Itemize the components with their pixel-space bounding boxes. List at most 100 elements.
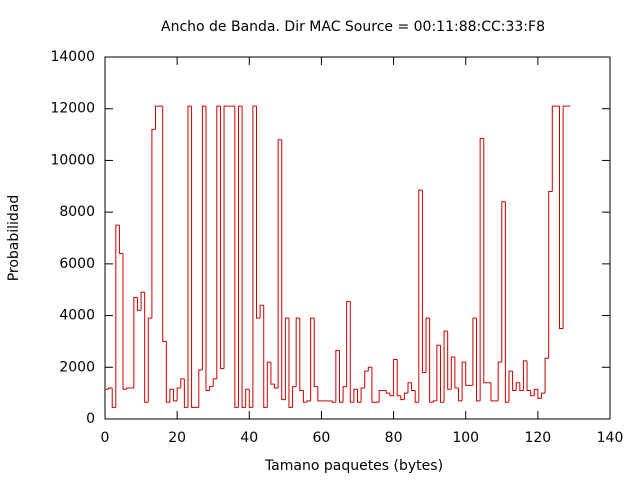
y-axis-label: Probabilidad — [6, 195, 22, 282]
step-segment — [371, 367, 376, 403]
step-segment — [108, 387, 113, 390]
step-segment — [458, 387, 463, 402]
step-segment — [259, 304, 264, 319]
x-tick-label: 120 — [524, 430, 551, 446]
step-segment — [140, 291, 145, 311]
step-segment — [256, 106, 261, 319]
step-segment — [342, 386, 347, 403]
step-segment — [219, 106, 225, 370]
y-tick-label: 10000 — [50, 152, 95, 168]
step-segment — [544, 357, 549, 394]
step-segment — [147, 317, 152, 403]
step-segment — [180, 378, 185, 388]
step-segment — [353, 388, 358, 403]
y-tick-label: 2000 — [59, 359, 95, 375]
step-segment — [191, 106, 196, 408]
x-tick-label: 0 — [101, 430, 110, 446]
step-segment — [425, 317, 430, 373]
x-tick-label: 60 — [313, 430, 331, 446]
step-segment — [111, 387, 116, 408]
step-segment — [155, 105, 160, 130]
step-segment — [234, 106, 239, 408]
step-segment — [126, 387, 131, 390]
step-segment — [400, 395, 405, 401]
step-segment — [169, 388, 174, 403]
step-segment — [418, 189, 423, 403]
step-segment — [277, 139, 282, 388]
step-segment — [357, 389, 362, 403]
step-segment — [252, 105, 257, 408]
step-segment — [299, 318, 304, 392]
step-segment — [274, 384, 279, 389]
step-segment — [310, 317, 315, 401]
step-segment — [270, 362, 275, 385]
step-segment — [216, 105, 221, 379]
step-segment — [490, 382, 495, 402]
step-segment — [205, 106, 210, 392]
step-segment — [133, 296, 138, 388]
step-segment — [472, 317, 477, 386]
step-segment — [115, 224, 120, 408]
step-segment — [292, 386, 297, 408]
step-segment — [450, 356, 455, 390]
step-segment — [476, 318, 481, 402]
step-segment — [176, 387, 181, 401]
step-segment — [118, 225, 124, 255]
step-segment — [263, 305, 268, 408]
step-segment — [335, 349, 340, 403]
step-segment — [302, 390, 307, 403]
step-segment — [540, 392, 546, 399]
step-segment — [162, 106, 167, 342]
step-segment — [432, 400, 437, 403]
y-tick-label: 14000 — [50, 49, 95, 65]
step-segment — [364, 370, 369, 388]
x-tick-label: 80 — [385, 430, 403, 446]
step-segment — [266, 361, 271, 408]
step-segment — [533, 388, 538, 396]
step-segment — [393, 359, 398, 396]
step-segment — [439, 345, 445, 403]
step-segment — [389, 393, 394, 397]
step-segment — [338, 350, 344, 403]
step-segment — [349, 301, 354, 403]
step-segment — [165, 341, 170, 403]
step-segment — [385, 390, 390, 394]
step-segment — [526, 360, 531, 392]
step-segment — [414, 390, 419, 403]
step-segment — [306, 400, 311, 403]
step-segment — [151, 128, 156, 319]
step-segment — [317, 386, 322, 402]
step-segment — [331, 400, 336, 403]
step-segment — [530, 390, 535, 397]
step-segment — [551, 105, 556, 192]
y-tick-label: 4000 — [59, 308, 95, 324]
step-segment — [421, 190, 427, 373]
step-segment — [403, 392, 408, 400]
y-tick-label: 8000 — [59, 204, 95, 220]
step-segment — [144, 292, 149, 403]
step-segment — [508, 370, 513, 403]
plot-border — [104, 56, 611, 420]
step-segment — [288, 318, 293, 408]
step-segment — [504, 201, 509, 403]
step-segment — [237, 105, 243, 408]
step-segment — [497, 361, 502, 401]
step-segment — [396, 359, 401, 397]
step-segment — [346, 300, 351, 387]
step-segment — [223, 105, 228, 369]
step-segment — [522, 360, 528, 391]
x-tick-label: 100 — [452, 430, 479, 446]
x-tick-label: 140 — [597, 430, 624, 446]
step-segment — [313, 318, 318, 388]
y-tick-label: 0 — [86, 411, 95, 427]
step-segment — [429, 318, 434, 403]
step-segment — [454, 356, 459, 389]
step-segment — [198, 369, 203, 408]
step-segment — [284, 317, 289, 400]
step-segment — [479, 137, 484, 401]
step-segment — [122, 253, 127, 390]
step-segment — [501, 201, 506, 363]
step-segment — [281, 139, 286, 401]
step-segment — [367, 366, 372, 372]
